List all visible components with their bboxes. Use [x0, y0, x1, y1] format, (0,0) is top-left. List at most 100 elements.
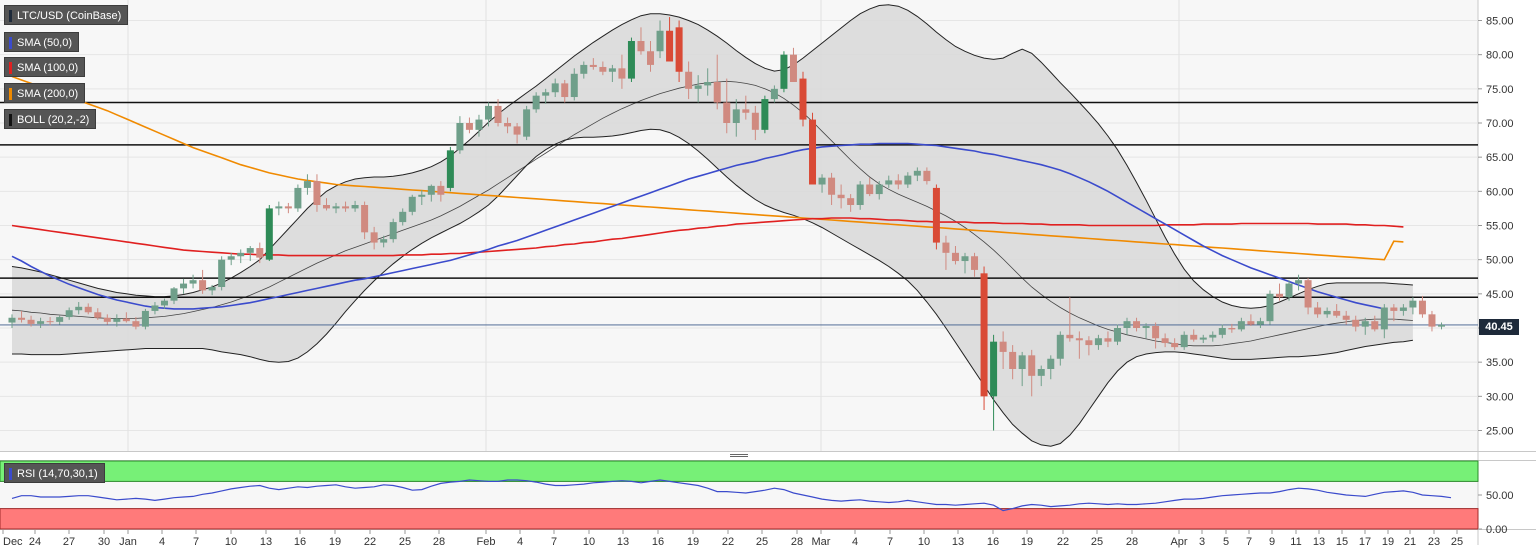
- candle-body: [1352, 319, 1360, 327]
- rsi-y-tick-label: 0.00: [1486, 524, 1507, 536]
- candle-body: [141, 310, 149, 327]
- candle-body: [389, 222, 397, 240]
- candle-body: [1218, 328, 1226, 335]
- candle-body: [370, 232, 378, 243]
- candle-body: [1333, 310, 1341, 316]
- candle-body: [1113, 328, 1121, 342]
- candle-body: [485, 105, 492, 120]
- rsi-oversold-zone: [0, 508, 1479, 530]
- candle-body: [770, 88, 778, 100]
- legend-sma-100[interactable]: SMA (100,0): [4, 57, 86, 77]
- candle-body: [1295, 280, 1303, 284]
- x-tick-label: 19: [1021, 536, 1033, 548]
- candle-body: [789, 54, 797, 82]
- candle-body: [1037, 369, 1045, 376]
- candle-body: [647, 51, 655, 65]
- candle-body: [904, 175, 912, 185]
- candle-body: [694, 85, 702, 89]
- candle-body: [1142, 325, 1150, 328]
- candle-body: [847, 198, 855, 205]
- candle-body: [961, 256, 969, 262]
- legend-ltc-usd[interactable]: LTC/USD (CoinBase): [4, 5, 129, 25]
- x-tick-label: 7: [551, 536, 557, 548]
- y-tick-label: 30.00: [1486, 391, 1514, 403]
- candle-body: [780, 54, 788, 89]
- candle-body: [456, 123, 464, 151]
- candle-body: [408, 196, 416, 212]
- candle-body: [618, 68, 626, 79]
- legend-swatch: [9, 114, 12, 126]
- candle-body: [1085, 340, 1093, 346]
- candle-body: [1018, 355, 1026, 369]
- candle-body: [75, 306, 83, 311]
- candle-body: [284, 206, 292, 209]
- candle-body: [1047, 358, 1055, 369]
- candle-body: [1133, 321, 1141, 328]
- candles: [8, 17, 1445, 431]
- candle-body: [990, 341, 998, 397]
- legend-sma-50[interactable]: SMA (50,0): [4, 32, 80, 52]
- legend-swatch: [9, 62, 12, 74]
- candle-body: [1285, 283, 1293, 298]
- x-tick-label: 13: [1313, 536, 1325, 548]
- candle-body: [1247, 321, 1255, 325]
- candle-body: [627, 41, 635, 79]
- x-tick-label: 16: [987, 536, 999, 548]
- x-tick-label: 10: [225, 536, 237, 548]
- candle-body: [65, 310, 73, 318]
- x-tick-label: 16: [652, 536, 664, 548]
- y-tick-label: 70.00: [1486, 118, 1514, 130]
- candle-body: [1409, 300, 1417, 308]
- x-tick-label: 9: [1269, 536, 1275, 548]
- candle-body: [399, 211, 407, 223]
- y-tick-label: 35.00: [1486, 357, 1514, 369]
- candle-body: [218, 259, 226, 287]
- candle-body: [46, 321, 54, 323]
- candle-body: [342, 206, 350, 209]
- candle-body: [971, 256, 979, 270]
- candle-body: [170, 288, 178, 301]
- candle-body: [685, 71, 693, 89]
- legend-label: SMA (100,0): [17, 62, 79, 74]
- candle-body: [1094, 338, 1102, 346]
- candle-body: [818, 177, 826, 185]
- x-tick-label: 22: [1057, 536, 1069, 548]
- candle-body: [1028, 355, 1036, 376]
- candle-body: [246, 248, 254, 253]
- candle-body: [27, 319, 35, 324]
- legend-bollinger[interactable]: BOLL (20,2,-2): [4, 109, 97, 129]
- candle-body: [1056, 334, 1064, 359]
- y-tick-label: 75.00: [1486, 84, 1514, 96]
- candle-body: [256, 248, 264, 258]
- x-tick-label: 5: [1223, 536, 1229, 548]
- panel-resize-handle[interactable]: [730, 453, 748, 459]
- price-axis: 25.0030.0035.0040.0045.0050.0055.0060.00…: [1478, 16, 1514, 438]
- candle-body: [885, 180, 893, 185]
- y-tick-label: 65.00: [1486, 152, 1514, 164]
- candle-body: [294, 187, 302, 209]
- x-tick-label: 16: [294, 536, 306, 548]
- x-tick-label: 25: [756, 536, 768, 548]
- candle-body: [828, 177, 836, 195]
- x-tick-label: Feb: [477, 536, 496, 548]
- candle-body: [504, 123, 512, 127]
- candle-body: [94, 312, 102, 318]
- candle-body: [151, 305, 159, 311]
- candle-body: [999, 341, 1007, 352]
- candle-body: [942, 242, 950, 253]
- x-tick-label: Dec: [3, 536, 23, 548]
- legend-rsi[interactable]: RSI (14,70,30,1): [4, 463, 105, 483]
- candle-body: [199, 280, 207, 291]
- candle-body: [1228, 328, 1236, 330]
- legend-sma-200[interactable]: SMA (200,0): [4, 83, 86, 103]
- x-tick-label: 25: [399, 536, 411, 548]
- candle-body: [1428, 314, 1436, 327]
- y-tick-label: 55.00: [1486, 221, 1514, 233]
- candle-body: [351, 205, 359, 209]
- rsi-overbought-zone: [0, 460, 1479, 482]
- candle-body: [599, 66, 607, 72]
- candle-body: [551, 83, 559, 93]
- legend-label: SMA (50,0): [17, 37, 73, 49]
- rsi-y-tick-label: 50.00: [1486, 490, 1514, 502]
- candle-body: [875, 184, 883, 195]
